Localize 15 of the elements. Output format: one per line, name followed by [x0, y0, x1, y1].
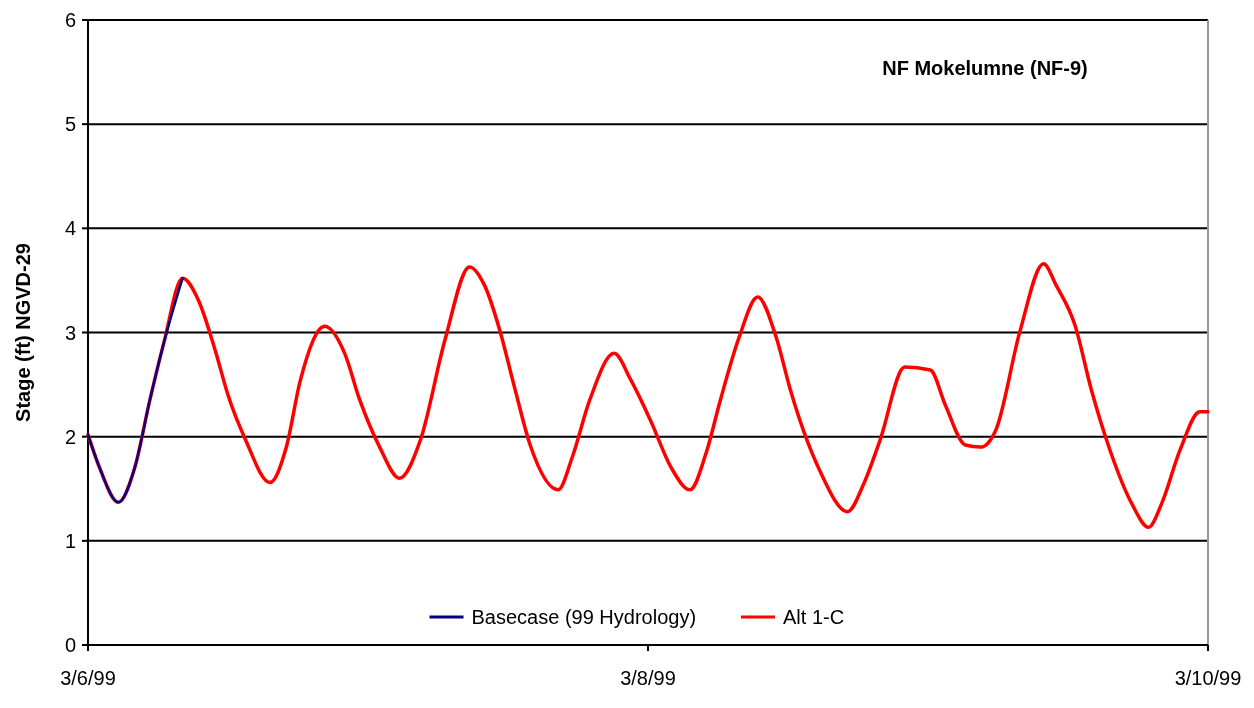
x-tick-label: 3/6/99: [60, 667, 116, 689]
y-tick-label: 5: [64, 113, 76, 136]
y-tick-label: 0: [64, 634, 76, 656]
y-tick-label: 1: [64, 529, 76, 552]
y-tick-label: 3: [64, 321, 76, 344]
y-tick-label: 6: [64, 9, 76, 31]
line-series: [86, 277, 184, 504]
x-tick-label: 3/10/99: [1174, 667, 1242, 689]
legend-label: Basecase (99 Hydrology): [471, 606, 697, 628]
y-tick-label: 2: [64, 425, 76, 448]
y-axis-title: Stage (ft) NGVD-29: [12, 243, 34, 422]
legend-label: Alt 1-C: [783, 606, 845, 628]
text: NF Mokelumne (NF-9): [882, 57, 1088, 79]
x-tick-label: 3/8/99: [620, 667, 676, 689]
y-tick-label: 4: [64, 217, 76, 240]
